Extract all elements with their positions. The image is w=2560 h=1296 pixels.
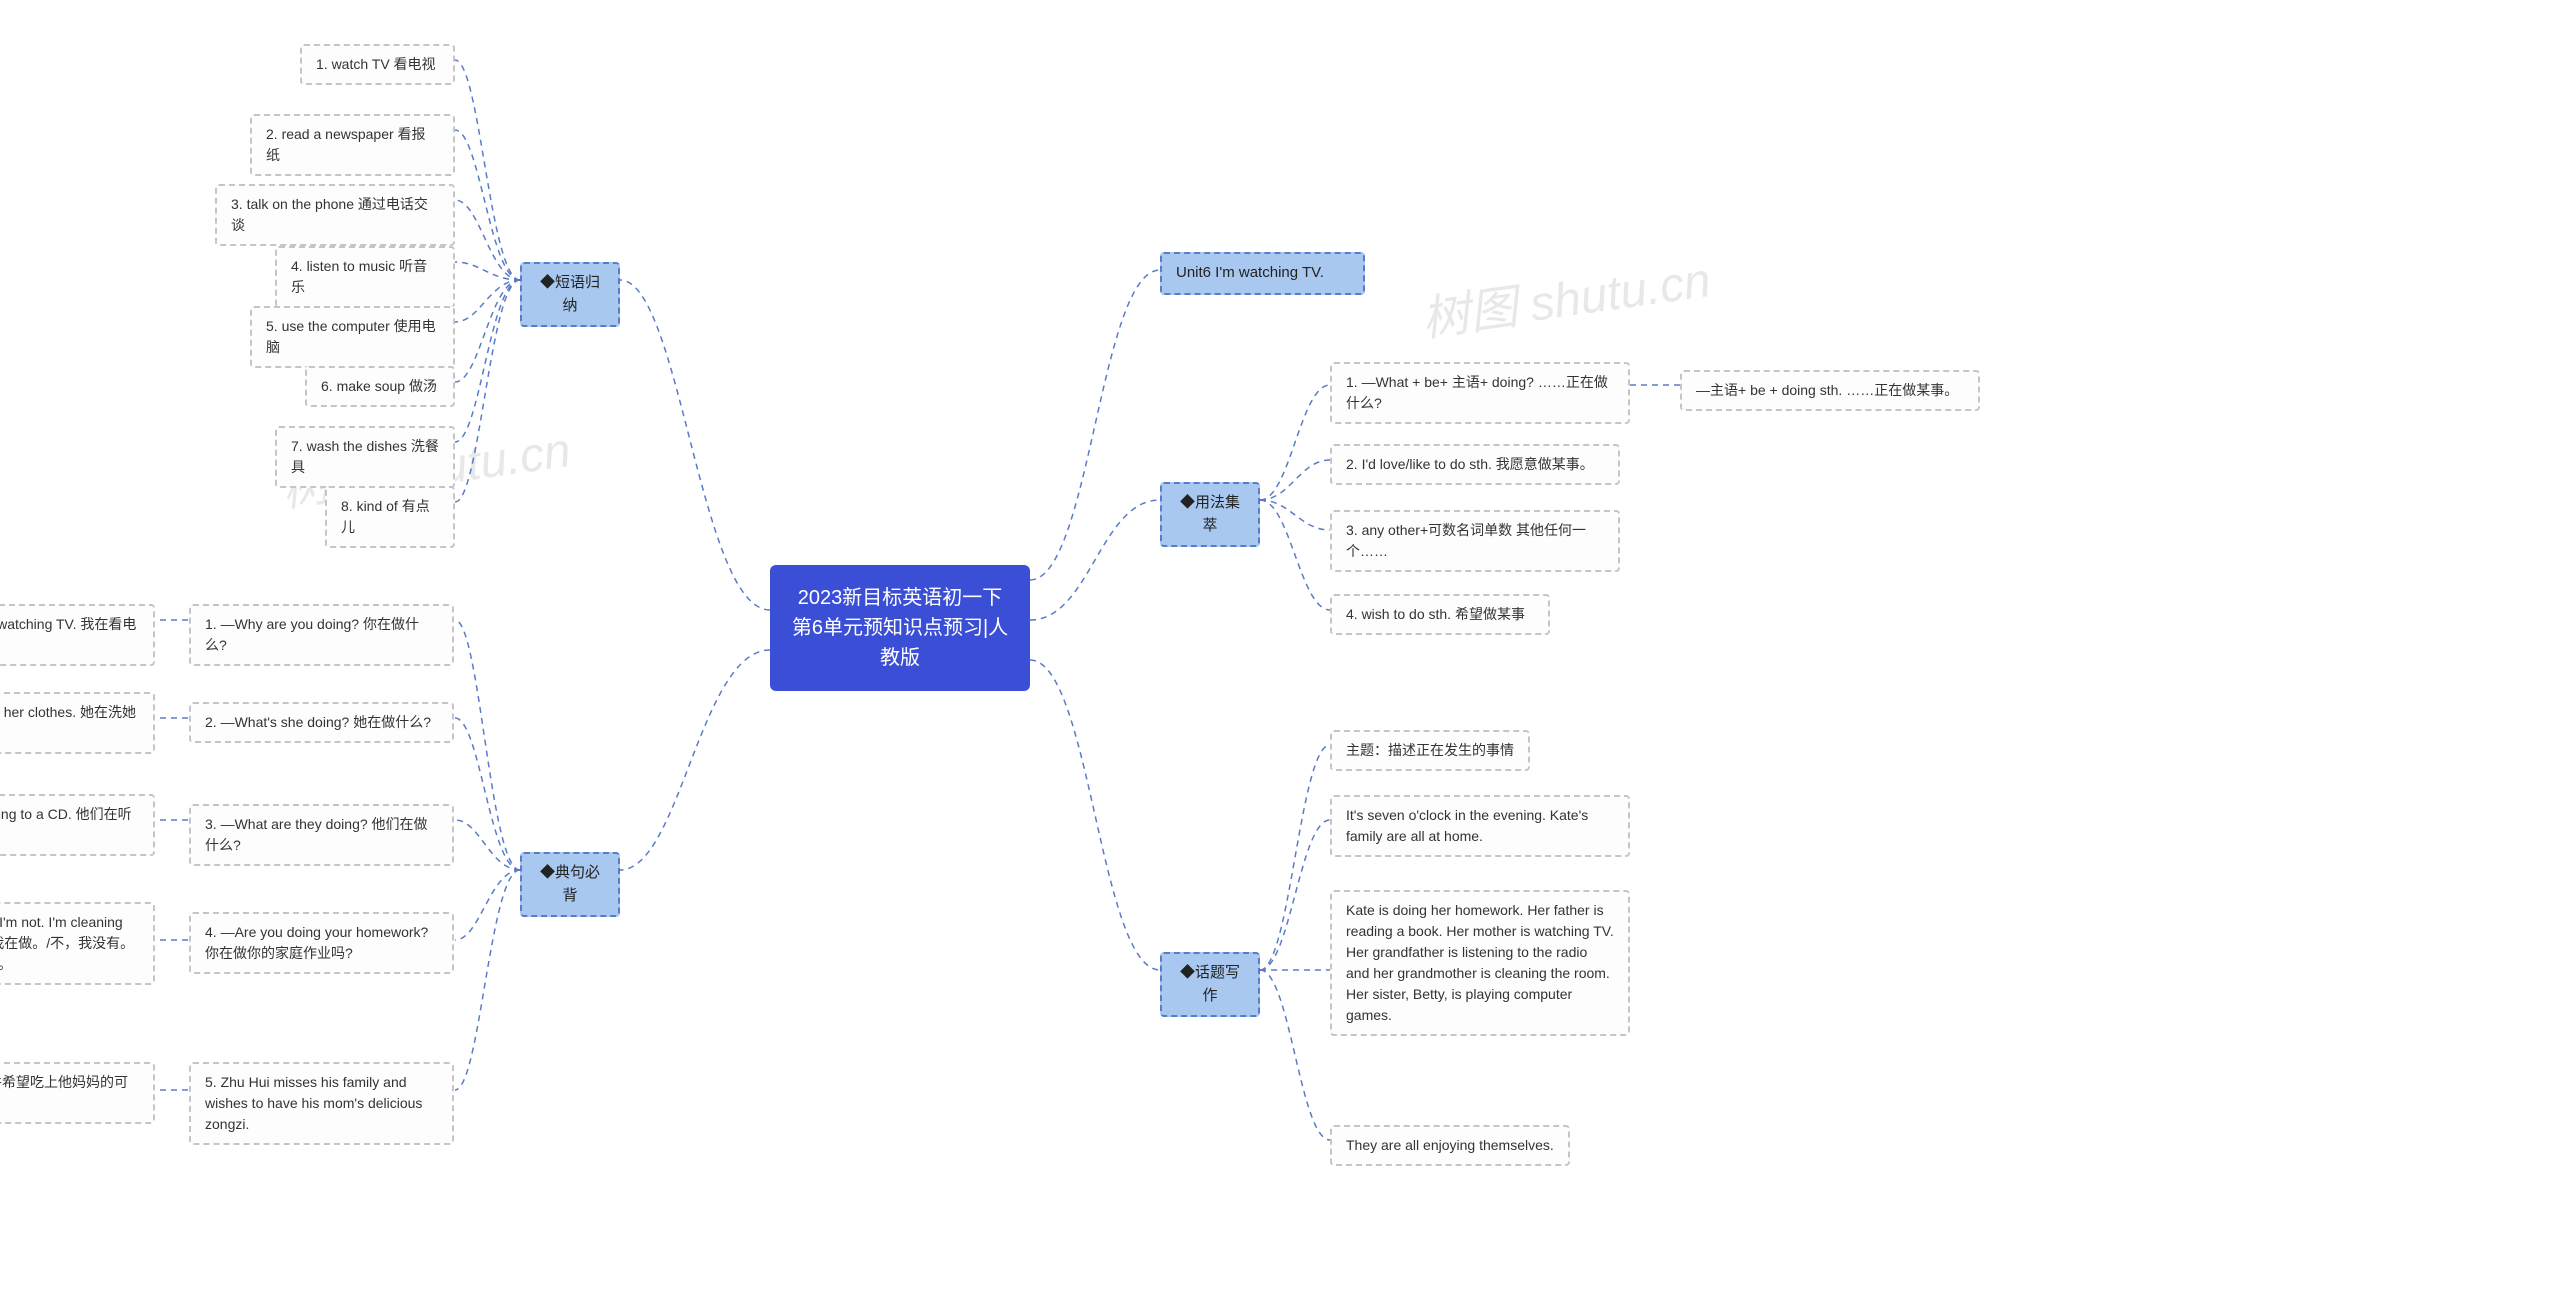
writing-item: 主题：描述正在发生的事情 bbox=[1330, 730, 1530, 771]
phrase-item: 7. wash the dishes 洗餐具 bbox=[275, 426, 455, 488]
phrase-item: 2. read a newspaper 看报纸 bbox=[250, 114, 455, 176]
sentence-q: 1. —Why are you doing? 你在做什么? bbox=[189, 604, 454, 666]
phrase-item: 8. kind of 有点儿 bbox=[325, 486, 455, 548]
sentence-q: 4. —Are you doing your homework? 你在做你的家庭… bbox=[189, 912, 454, 974]
writing-item: It's seven o'clock in the evening. Kate'… bbox=[1330, 795, 1630, 857]
branch-usage: ◆用法集萃 bbox=[1160, 482, 1260, 547]
sentence-a: —Yes, I am. / No, I'm not. I'm cleaning … bbox=[0, 902, 155, 985]
sentence-q: 3. —What are they doing? 他们在做什么? bbox=[189, 804, 454, 866]
phrase-item: 1. watch TV 看电视 bbox=[300, 44, 455, 85]
branch-writing: ◆话题写作 bbox=[1160, 952, 1260, 1017]
branch-sentences: ◆典句必背 bbox=[520, 852, 620, 917]
usage-item: 2. I'd love/like to do sth. 我愿意做某事。 bbox=[1330, 444, 1620, 485]
phrase-item: 3. talk on the phone 通过电话交谈 bbox=[215, 184, 455, 246]
center-node: 2023新目标英语初一下第6单元预知识点预习|人教版 bbox=[770, 565, 1030, 691]
sentence-q: 2. —What's she doing? 她在做什么? bbox=[189, 702, 454, 743]
phrase-item: 5. use the computer 使用电脑 bbox=[250, 306, 455, 368]
sentence-q: 5. Zhu Hui misses his family and wishes … bbox=[189, 1062, 454, 1145]
phrase-item: 6. make soup 做汤 bbox=[305, 366, 455, 407]
sentence-a: —I'm watching TV. 我在看电视。 bbox=[0, 604, 155, 666]
writing-item: Kate is doing her homework. Her father i… bbox=[1330, 890, 1630, 1036]
watermark: 树图 shutu.cn bbox=[1417, 240, 1715, 350]
usage-item: 3. any other+可数名词单数 其他任何一个…… bbox=[1330, 510, 1620, 572]
writing-item: They are all enjoying themselves. bbox=[1330, 1125, 1570, 1166]
usage-item: 4. wish to do sth. 希望做某事 bbox=[1330, 594, 1550, 635]
sentence-a: —They're listening to a CD. 他们在听一张CD 唱片。 bbox=[0, 794, 155, 856]
usage-item: 1. —What + be+ 主语+ doing? ……正在做什么? bbox=[1330, 362, 1630, 424]
sentence-a: —She's washing her clothes. 她在洗她的衣服。 bbox=[0, 692, 155, 754]
sentence-a: 朱辉思念他的家人并希望吃上他妈妈的可口粽子。 bbox=[0, 1062, 155, 1124]
branch-unit: Unit6 I'm watching TV. bbox=[1160, 252, 1365, 295]
usage-item-child: —主语+ be + doing sth. ……正在做某事。 bbox=[1680, 370, 1980, 411]
branch-phrases: ◆短语归纳 bbox=[520, 262, 620, 327]
phrase-item: 4. listen to music 听音乐 bbox=[275, 246, 455, 308]
